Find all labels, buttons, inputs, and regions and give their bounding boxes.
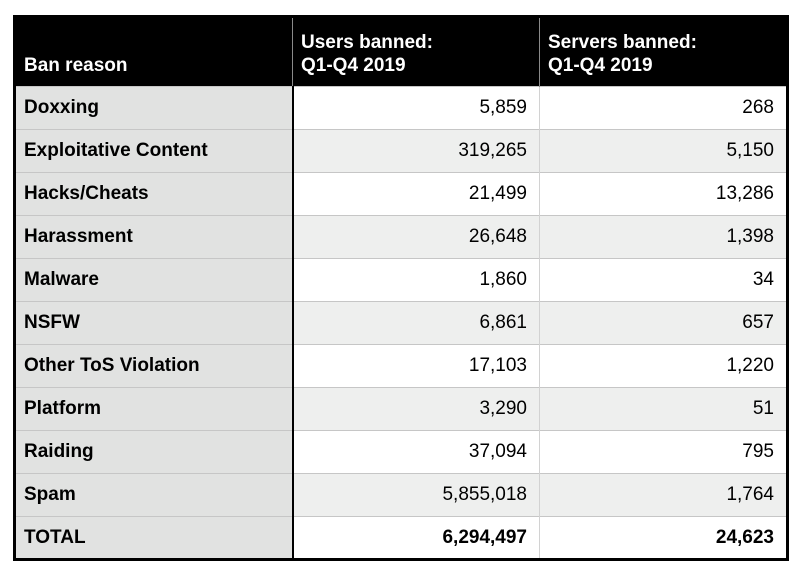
- servers-banned-cell: 1,220: [539, 344, 788, 388]
- ban-reason-cell: NSFW: [14, 301, 294, 345]
- ban-reason-cell: Exploitative Content: [14, 129, 294, 173]
- ban-reason-cell: Harassment: [14, 215, 294, 259]
- servers-banned-cell: 34: [539, 258, 788, 302]
- table-header-row: Ban reason Users banned: Q1-Q4 2019 Serv…: [14, 16, 788, 87]
- users-banned-cell: 17,103: [292, 344, 540, 388]
- table-total-row: TOTAL 6,294,497 24,623: [14, 516, 788, 560]
- servers-banned-cell: 795: [539, 430, 788, 474]
- servers-banned-cell: 657: [539, 301, 788, 345]
- servers-banned-cell: 13,286: [539, 172, 788, 216]
- table-row: Exploitative Content 319,265 5,150: [14, 129, 788, 173]
- users-banned-cell: 5,859: [292, 86, 540, 130]
- total-servers-banned-cell: 24,623: [539, 516, 788, 560]
- table-row: Hacks/Cheats 21,499 13,286: [14, 172, 788, 216]
- servers-banned-cell: 268: [539, 86, 788, 130]
- table-row: Spam 5,855,018 1,764: [14, 473, 788, 517]
- users-banned-cell: 21,499: [292, 172, 540, 216]
- ban-reason-cell: Other ToS Violation: [14, 344, 294, 388]
- table-header: Ban reason Users banned: Q1-Q4 2019 Serv…: [14, 16, 788, 87]
- servers-banned-cell: 51: [539, 387, 788, 431]
- ban-stats-table-container: Ban reason Users banned: Q1-Q4 2019 Serv…: [13, 15, 789, 561]
- table-row: Doxxing 5,859 268: [14, 86, 788, 130]
- ban-stats-table: Ban reason Users banned: Q1-Q4 2019 Serv…: [13, 15, 789, 561]
- total-label-cell: TOTAL: [14, 516, 294, 560]
- table-row: Other ToS Violation 17,103 1,220: [14, 344, 788, 388]
- users-banned-cell: 5,855,018: [292, 473, 540, 517]
- ban-reason-cell: Spam: [14, 473, 294, 517]
- users-banned-cell: 319,265: [292, 129, 540, 173]
- users-banned-cell: 6,861: [292, 301, 540, 345]
- ban-reason-cell: Doxxing: [14, 86, 294, 130]
- users-banned-cell: 1,860: [292, 258, 540, 302]
- users-banned-cell: 26,648: [292, 215, 540, 259]
- ban-reason-cell: Malware: [14, 258, 294, 302]
- ban-reason-cell: Hacks/Cheats: [14, 172, 294, 216]
- column-header-servers-banned: Servers banned: Q1-Q4 2019: [539, 16, 788, 87]
- column-header-ban-reason: Ban reason: [14, 16, 293, 87]
- table-row: Platform 3,290 51: [14, 387, 788, 431]
- table-body: Doxxing 5,859 268 Exploitative Content 3…: [14, 86, 788, 560]
- table-row: Malware 1,860 34: [14, 258, 788, 302]
- table-row: Harassment 26,648 1,398: [14, 215, 788, 259]
- users-banned-cell: 37,094: [292, 430, 540, 474]
- servers-banned-cell: 1,764: [539, 473, 788, 517]
- servers-banned-cell: 1,398: [539, 215, 788, 259]
- total-users-banned-cell: 6,294,497: [292, 516, 540, 560]
- ban-reason-cell: Platform: [14, 387, 294, 431]
- table-row: NSFW 6,861 657: [14, 301, 788, 345]
- users-banned-cell: 3,290: [292, 387, 540, 431]
- servers-banned-cell: 5,150: [539, 129, 788, 173]
- table-row: Raiding 37,094 795: [14, 430, 788, 474]
- column-header-users-banned: Users banned: Q1-Q4 2019: [292, 16, 540, 87]
- ban-reason-cell: Raiding: [14, 430, 294, 474]
